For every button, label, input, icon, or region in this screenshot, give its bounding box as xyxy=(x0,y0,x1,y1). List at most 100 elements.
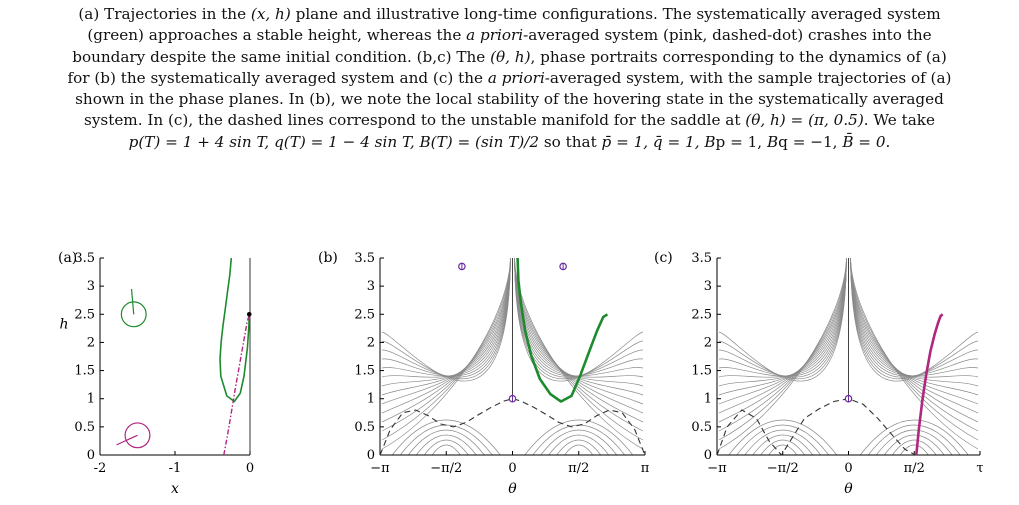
y-tick-label: 2.5 xyxy=(74,307,95,322)
streamline xyxy=(718,258,847,396)
caption-segment: B̄ = 0 xyxy=(842,132,886,151)
x-tick-label: π xyxy=(641,461,650,476)
streamline-arc xyxy=(423,439,469,455)
caption-line: p(T) = 1 + 4 sin T, q(T) = 1 − 4 sin T, … xyxy=(14,132,1005,153)
streamline xyxy=(718,258,847,382)
caption-segment: for (b) the systematically averaged syst… xyxy=(67,68,488,87)
streamline xyxy=(850,258,979,387)
x-axis-label: θ xyxy=(844,481,853,497)
y-tick-label: 3.5 xyxy=(354,251,375,266)
caption-segment: B xyxy=(766,132,779,151)
y-tick-label: 0.5 xyxy=(691,420,712,435)
caption-segment: (a) Trajectories in the xyxy=(78,5,251,23)
streamline xyxy=(381,258,511,396)
caption-line: (green) approaches a stable height, wher… xyxy=(14,25,1005,46)
streamline xyxy=(381,258,511,387)
caption-segment: , phase portraits corresponding to the d… xyxy=(530,47,947,66)
caption-segment: = −1, xyxy=(787,132,843,151)
streamline-arc xyxy=(883,434,945,455)
trajectory-pink xyxy=(223,314,250,455)
x-tick-label: π/2 xyxy=(568,461,589,476)
streamline xyxy=(381,258,511,377)
y-tick-label: 1.5 xyxy=(74,364,95,379)
trajectory-pink xyxy=(915,313,944,455)
streamline xyxy=(514,258,644,382)
streamline xyxy=(718,258,847,378)
streamline-arc xyxy=(768,444,798,455)
streamline xyxy=(381,258,511,380)
streamline-arc xyxy=(540,429,618,455)
caption-line: for (b) the systematically averaged syst… xyxy=(14,68,1005,89)
streamline-arc xyxy=(524,419,634,455)
caption-segment: boundary despite the same initial condit… xyxy=(72,47,491,66)
y-axis-label: h xyxy=(59,317,68,333)
caption-segment: so that xyxy=(539,132,602,151)
y-tick-label: 1 xyxy=(704,392,712,407)
y-tick-label: 0.5 xyxy=(354,420,375,435)
streamline xyxy=(718,258,847,377)
streamline xyxy=(514,258,644,380)
panel-0: 0 0.5 1 1.5 2 2.5 3 3.5 -2 -1 0 (a) x h xyxy=(58,250,254,497)
start-point xyxy=(246,311,252,317)
figure-caption: (a) Trajectories in the (x, h) plane and… xyxy=(14,4,1005,153)
y-tick-label: 0.5 xyxy=(74,420,95,435)
caption-line: boundary despite the same initial condit… xyxy=(14,47,1005,68)
caption-segment: shown in the phase planes. In (b), we no… xyxy=(75,90,944,109)
streamline xyxy=(381,258,511,378)
x-tick-label: −π xyxy=(370,461,390,476)
streamline xyxy=(850,258,979,380)
series-group xyxy=(219,258,250,455)
streamline xyxy=(381,258,511,378)
caption-segment: p̄ = 1, q̄ = 1, B xyxy=(601,132,716,151)
streamline-arc xyxy=(744,429,822,455)
x-tick-label: τ xyxy=(976,461,983,476)
streamlines xyxy=(718,258,979,455)
y-tick-label: 3.5 xyxy=(691,251,712,266)
streamline-arc xyxy=(556,439,602,455)
y-tick-label: 3 xyxy=(87,279,95,294)
y-tick-label: 3.5 xyxy=(74,251,95,266)
x-tick-label: π/2 xyxy=(904,461,925,476)
streamline-arc xyxy=(564,444,594,455)
configuration-circle xyxy=(120,301,147,328)
y-tick-label: 0 xyxy=(87,448,95,463)
streamline xyxy=(381,258,511,382)
streamline xyxy=(514,258,644,387)
x-tick-label: 0 xyxy=(246,461,254,476)
streamline-arc xyxy=(736,424,830,455)
streamline xyxy=(514,258,644,396)
caption-segment: (x, h) xyxy=(250,5,291,23)
streamline xyxy=(850,258,979,377)
series-group xyxy=(380,258,645,455)
streamline-arc xyxy=(899,444,929,455)
streamline xyxy=(381,258,511,377)
streamline xyxy=(514,258,644,377)
configuration-circle xyxy=(124,422,151,449)
panel-1: 0 0.5 1 1.5 2 2.5 3 3.5 −π −π/2 0 π/2 π (b) θ xyxy=(318,250,650,497)
streamline xyxy=(850,258,979,396)
caption-segment: a priori xyxy=(487,68,545,87)
y-tick-label: 1.5 xyxy=(691,364,712,379)
streamline xyxy=(718,258,847,377)
trajectory-dashed xyxy=(380,398,645,455)
streamline-arc xyxy=(859,419,969,455)
configuration-rod xyxy=(130,288,135,315)
caption-segment: = 1, xyxy=(725,132,767,151)
streamline xyxy=(718,258,847,378)
panel-2: 0 0.5 1 1.5 2 2.5 3 3.5 −π −π/2 0 π/2 τ (c) θ xyxy=(654,250,984,497)
caption-segment: plane and illustrative long-time configu… xyxy=(290,5,941,23)
x-tick-label: −π/2 xyxy=(767,461,799,476)
y-tick-label: 2.5 xyxy=(691,307,712,322)
streamline-arc xyxy=(728,419,838,455)
y-tick-label: 1 xyxy=(87,392,95,407)
streamline-arc xyxy=(891,439,937,455)
caption-segment: . We take xyxy=(863,111,935,130)
streamline xyxy=(514,258,644,378)
x-tick-label: −π xyxy=(707,461,727,476)
caption-segment: a priori xyxy=(466,26,524,45)
streamline xyxy=(718,258,847,380)
caption-segment: p(T) = 1 + 4 sin T, q(T) = 1 − 4 sin T, … xyxy=(128,132,540,151)
y-tick-label: 0 xyxy=(367,448,375,463)
trajectory-green xyxy=(219,258,250,403)
caption-segment: p xyxy=(715,132,726,151)
